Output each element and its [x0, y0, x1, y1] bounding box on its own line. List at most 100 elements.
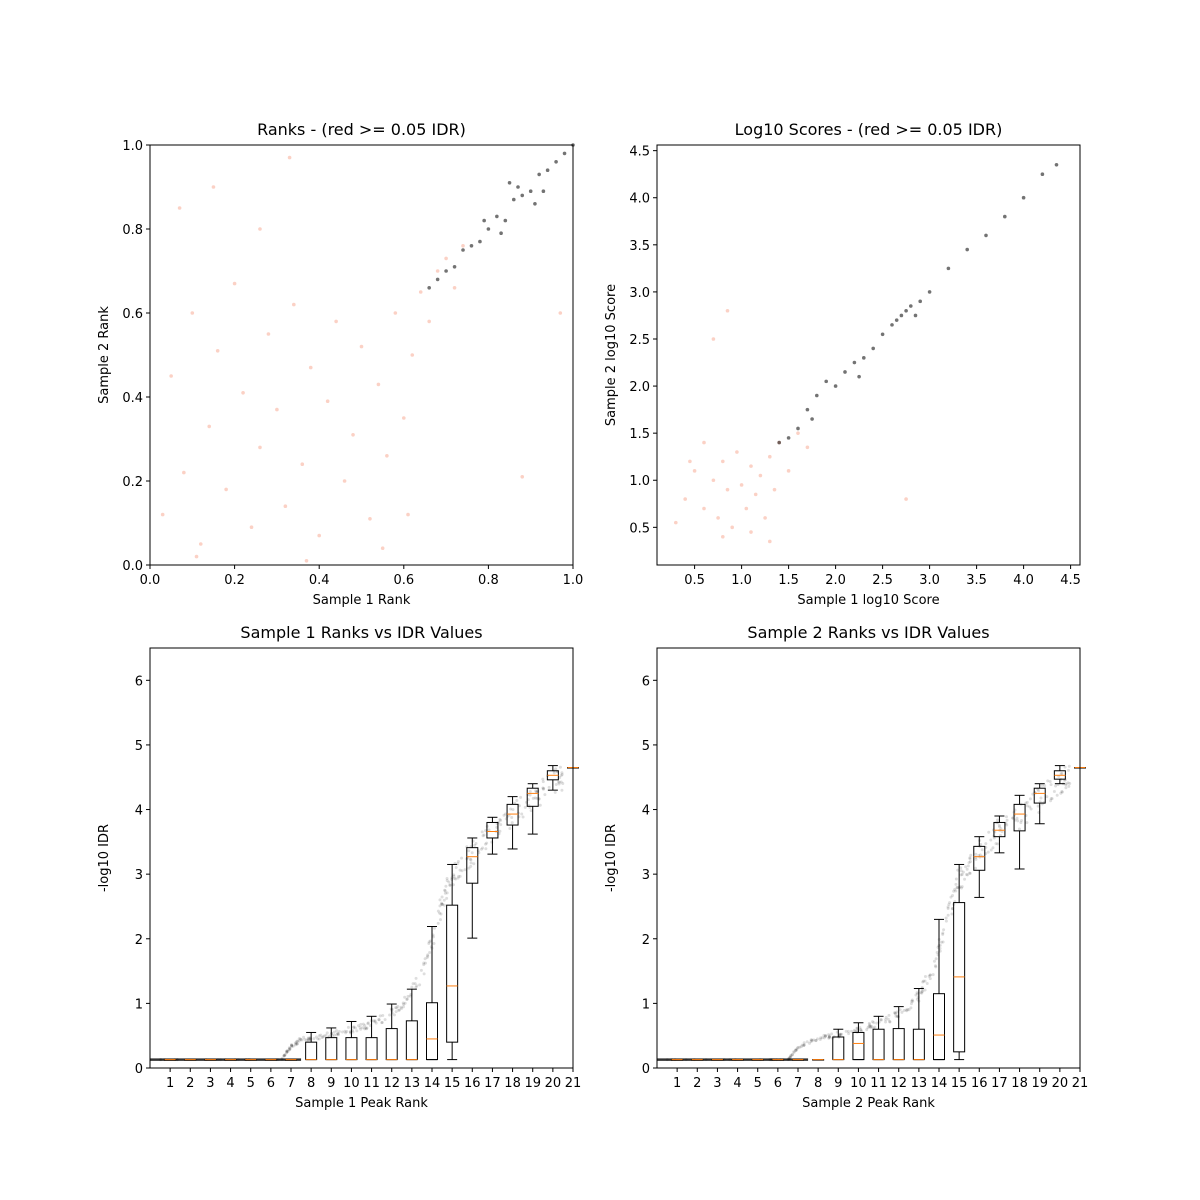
log10-scores-scatter-frame	[656, 144, 1081, 566]
rank-point	[558, 775, 562, 779]
rank-point	[451, 883, 455, 887]
rank-point	[547, 785, 551, 789]
y-tick-label: 1.0	[122, 139, 143, 154]
rank-point	[294, 1041, 298, 1045]
rank-point	[867, 1024, 871, 1028]
rank-point	[456, 876, 460, 880]
rank-point	[893, 1011, 897, 1015]
rank-point	[1060, 790, 1064, 794]
rank-point	[443, 888, 447, 892]
rank-point	[840, 1032, 844, 1036]
rank-point	[403, 995, 407, 999]
sample2-idr-boxplot-xlabel: Sample 2 Peak Rank	[802, 1096, 935, 1111]
rank-point	[959, 886, 963, 890]
rank-point	[827, 1033, 831, 1037]
rank-point	[295, 1039, 299, 1043]
rank-point	[810, 1038, 814, 1042]
rank-point	[869, 1026, 873, 1030]
rank-point	[428, 950, 432, 954]
rank-point	[445, 876, 449, 880]
y-tick-label: 3.5	[629, 239, 650, 254]
rank-point	[968, 871, 972, 875]
y-tick-label: 0.6	[122, 307, 143, 322]
rank-point	[288, 1046, 292, 1050]
rank-point	[968, 856, 972, 860]
scatter-point	[810, 417, 814, 421]
rank-point	[946, 906, 950, 910]
rank-point	[809, 1038, 813, 1042]
rank-point	[352, 1025, 356, 1029]
rank-point	[902, 1008, 906, 1012]
x-tick-label: 4	[733, 1076, 741, 1091]
rank-point	[812, 1038, 816, 1042]
scatter-point	[913, 313, 918, 318]
rank-point	[469, 858, 473, 862]
scatter-point	[545, 168, 550, 172]
rank-point	[1019, 821, 1023, 825]
rank-point	[432, 926, 436, 930]
scatter-point	[558, 311, 563, 315]
x-tick-label: 0.5	[684, 573, 705, 588]
rank-point	[1039, 796, 1043, 800]
rank-point	[467, 866, 471, 870]
rank-point	[314, 1035, 318, 1039]
rank-point	[344, 1031, 348, 1035]
rank-point	[923, 974, 927, 978]
rank-point	[438, 918, 442, 922]
rank-point	[335, 1029, 339, 1033]
rank-point	[361, 1022, 365, 1026]
rank-point	[364, 1026, 368, 1030]
x-tick-label: 5	[247, 1076, 255, 1091]
rank-point	[294, 1042, 298, 1046]
rank-point	[364, 1027, 368, 1031]
scatter-point	[899, 313, 904, 318]
rank-point	[968, 860, 972, 864]
rank-point	[969, 853, 973, 857]
rank-point	[875, 1021, 879, 1025]
rank-point	[541, 786, 545, 790]
rank-point	[559, 780, 563, 784]
rank-point	[828, 1035, 832, 1039]
ranks-scatter-ticks: 0.0 0.2 0.4 0.6 0.8 1.0 0.0 0.2 0.4 0.6 0.8 1.0	[122, 139, 583, 588]
scatter-point	[702, 506, 706, 511]
rank-point	[933, 964, 937, 968]
rank-point	[995, 818, 999, 822]
y-tick-label: 1	[135, 997, 143, 1012]
box	[993, 821, 1006, 838]
rank-point	[305, 1038, 309, 1042]
scatter-point	[688, 459, 692, 464]
rank-point	[1000, 829, 1004, 833]
x-tick-label: 2	[186, 1076, 194, 1091]
rank-point	[499, 823, 503, 827]
rank-point	[1028, 797, 1032, 801]
box	[426, 1002, 438, 1061]
scatter-point	[562, 151, 567, 156]
y-tick-label: 5	[642, 739, 650, 754]
rank-point	[839, 1032, 843, 1036]
scatter-point	[287, 155, 292, 160]
rank-point	[1036, 804, 1040, 808]
rank-point	[1048, 779, 1052, 783]
rank-point	[910, 998, 914, 1002]
rank-point	[968, 857, 972, 861]
rank-point	[920, 991, 924, 995]
rank-point	[941, 940, 945, 944]
rank-point	[859, 1028, 863, 1032]
scatter-point	[843, 370, 847, 374]
scatter-point	[786, 469, 791, 473]
rank-point	[454, 865, 458, 869]
x-tick-label: 4	[226, 1076, 234, 1091]
rank-point	[920, 989, 924, 993]
rank-point	[378, 1014, 382, 1018]
rank-point	[335, 1033, 339, 1037]
box	[466, 847, 479, 884]
scatter-point	[385, 454, 389, 458]
rank-point	[515, 798, 519, 802]
y-tick-label: 3	[135, 868, 143, 883]
x-tick-label: 3	[206, 1076, 214, 1091]
rank-point	[959, 866, 963, 870]
rank-point	[511, 808, 515, 812]
x-tick-label: 2.5	[872, 573, 893, 588]
rank-point	[291, 1044, 295, 1048]
y-tick-label: 0.0	[122, 559, 143, 574]
